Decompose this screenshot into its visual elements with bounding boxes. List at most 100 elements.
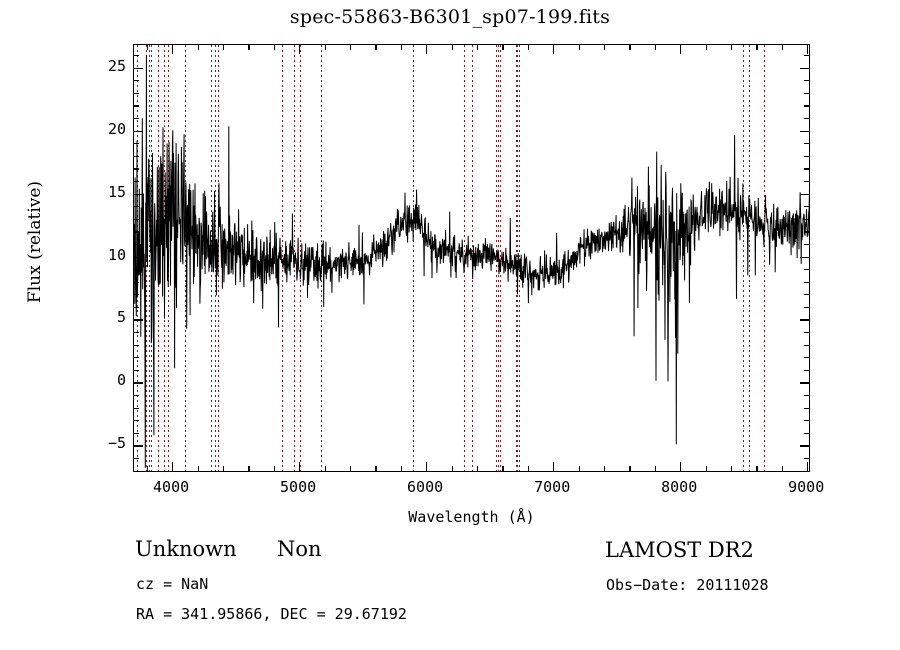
observation-date: Obs−Date: 20111028 — [606, 576, 769, 594]
axis-tick — [134, 168, 139, 170]
axis-tick — [680, 45, 682, 54]
axis-tick — [248, 45, 250, 50]
axis-tick — [804, 143, 809, 145]
axis-tick — [400, 45, 402, 50]
axis-tick — [134, 407, 139, 409]
plot-canvas — [134, 45, 809, 471]
flux-polyline — [134, 54, 809, 468]
spectral-line-marker — [185, 45, 187, 471]
axis-tick — [804, 118, 809, 120]
axis-tick — [705, 45, 707, 50]
axis-tick — [451, 466, 453, 471]
axis-tick — [134, 445, 143, 447]
axis-tick — [804, 269, 809, 271]
axis-tick — [222, 45, 225, 50]
axis-tick — [349, 466, 352, 471]
axis-tick — [172, 45, 174, 54]
axis-tick — [134, 67, 143, 69]
y-tick-label: 15 — [107, 182, 126, 201]
axis-tick — [781, 466, 784, 471]
axis-tick — [804, 231, 809, 233]
axis-tick — [804, 294, 809, 296]
axis-tick — [172, 462, 174, 471]
axis-tick — [807, 45, 809, 54]
axis-tick — [324, 466, 326, 471]
axis-tick — [273, 45, 275, 50]
redshift-velocity: cz = NaN — [136, 575, 209, 593]
axis-tick — [756, 466, 758, 471]
axis-tick — [705, 466, 707, 471]
axis-tick — [273, 466, 275, 471]
axis-tick — [804, 306, 809, 309]
axis-tick — [800, 319, 809, 321]
axis-tick — [527, 466, 530, 471]
object-subclass: Non — [277, 537, 322, 561]
axis-tick — [804, 168, 809, 170]
axis-tick — [375, 45, 377, 50]
axis-tick — [804, 218, 809, 220]
axis-tick — [134, 357, 139, 359]
axis-tick — [134, 457, 139, 460]
coordinates: RA = 341.95866, DEC = 29.67192 — [136, 605, 407, 623]
axis-tick — [804, 55, 809, 57]
axis-tick — [756, 45, 758, 50]
axis-tick — [604, 45, 606, 50]
axis-tick — [134, 80, 139, 82]
x-tick-label: 5000 — [280, 478, 317, 496]
axis-tick — [502, 466, 504, 471]
axis-tick — [400, 466, 402, 471]
axis-tick — [578, 466, 580, 471]
spectral-line-marker — [412, 45, 414, 471]
axis-tick — [654, 466, 657, 471]
axis-tick — [527, 45, 530, 50]
axis-tick — [804, 344, 809, 346]
axis-tick — [146, 466, 148, 471]
y-tick-label: −5 — [107, 434, 126, 453]
axis-tick — [248, 466, 250, 471]
axis-tick — [807, 462, 809, 471]
axis-tick — [804, 105, 809, 107]
y-tick-label: 5 — [116, 308, 126, 327]
x-tick-label: 9000 — [788, 478, 825, 496]
axis-tick — [299, 462, 301, 471]
axis-tick — [502, 45, 504, 50]
axis-tick — [804, 281, 809, 283]
axis-tick — [654, 45, 657, 50]
axis-tick — [197, 466, 199, 471]
axis-tick — [134, 432, 139, 434]
axis-tick — [426, 462, 428, 471]
axis-tick — [134, 382, 143, 384]
axis-tick — [134, 294, 139, 296]
axis-tick — [134, 105, 139, 107]
spectrum-plot — [133, 44, 810, 472]
axis-tick — [804, 206, 809, 208]
axis-tick — [800, 130, 809, 132]
spectral-line-marker — [218, 45, 220, 471]
axis-tick — [197, 45, 199, 50]
axis-tick — [134, 243, 139, 246]
y-tick-label: 20 — [107, 119, 126, 138]
axis-tick — [804, 80, 809, 82]
axis-tick — [134, 281, 139, 283]
spectral-line-marker — [300, 45, 301, 471]
axis-tick — [134, 395, 139, 397]
axis-tick — [629, 466, 631, 471]
axis-tick — [134, 155, 139, 158]
axis-tick — [146, 45, 148, 50]
axis-tick — [804, 407, 809, 409]
axis-tick — [553, 462, 555, 471]
page-title: spec-55863-B6301_sp07-199.fits — [289, 6, 611, 28]
axis-tick — [134, 470, 139, 472]
axis-tick — [134, 269, 139, 271]
survey-name: LAMOST DR2 — [605, 538, 754, 562]
axis-tick — [804, 395, 809, 397]
axis-tick — [804, 470, 809, 472]
x-tick-label: 7000 — [534, 478, 571, 496]
axis-tick — [804, 369, 809, 372]
axis-tick — [680, 462, 682, 471]
axis-tick — [134, 181, 139, 183]
spectral-line-marker — [519, 45, 520, 471]
axis-tick — [804, 332, 809, 334]
axis-tick — [781, 45, 784, 50]
spectrum-trace — [134, 54, 809, 468]
